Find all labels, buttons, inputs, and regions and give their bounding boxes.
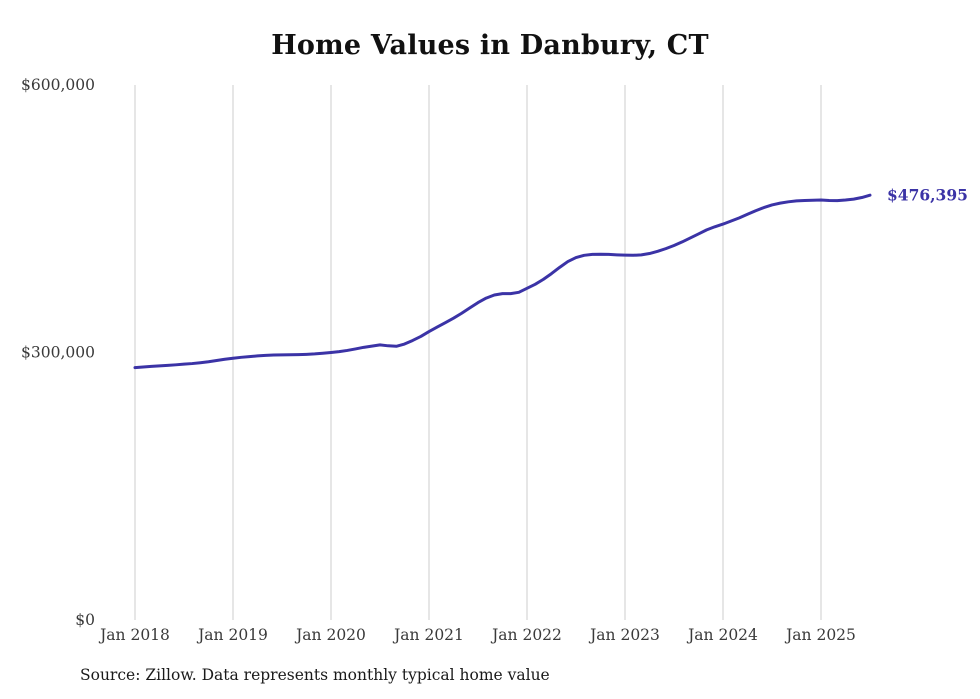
y-tick-label: $300,000 [21,344,95,362]
x-tick-label: Jan 2019 [196,626,268,644]
chart-title: Home Values in Danbury, CT [271,30,709,61]
y-tick-label: $0 [75,611,95,629]
x-tick-label: Jan 2020 [294,626,366,644]
y-tick-label: $600,000 [21,76,95,94]
end-value-label: $476,395 [887,186,968,205]
x-tick-label: Jan 2022 [490,626,562,644]
value-line [133,193,872,370]
x-tick-label: Jan 2025 [784,626,856,644]
x-tick-label: Jan 2018 [98,626,170,644]
x-tick-label: Jan 2024 [686,626,758,644]
x-tick-label: Jan 2023 [588,626,660,644]
source-note: Source: Zillow. Data represents monthly … [80,666,550,684]
x-tick-label: Jan 2021 [392,626,464,644]
